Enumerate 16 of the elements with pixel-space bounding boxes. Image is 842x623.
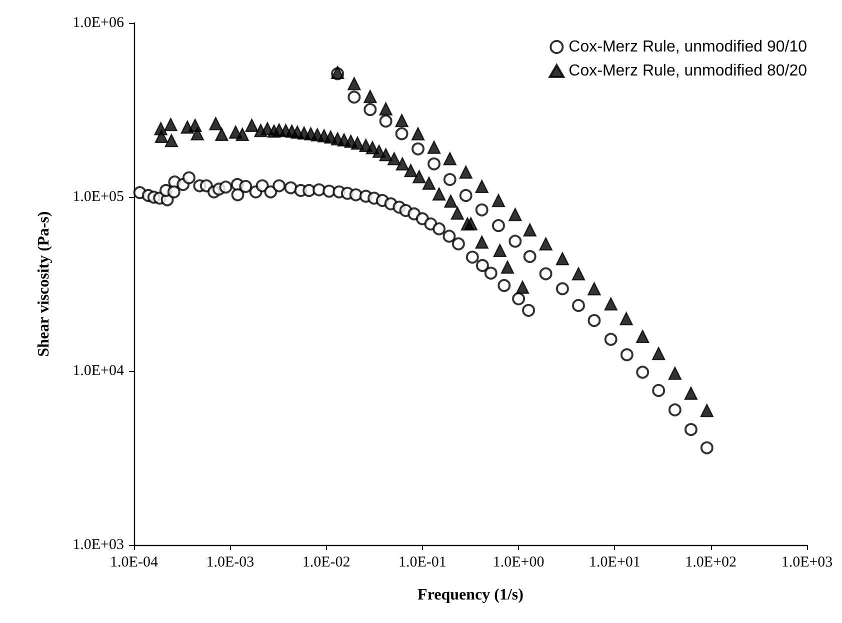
y-tick-label: 1.0E+04: [72, 363, 124, 379]
x-tick-label: 1.0E+00: [492, 554, 544, 570]
x-tick-label: 1.0E-02: [302, 554, 350, 570]
x-axis-title: Frequency (1/s): [418, 586, 524, 604]
x-tick-label: 1.0E+03: [781, 554, 833, 570]
y-tick-label: 1.0E+06: [72, 15, 124, 31]
legend-label: Cox-Merz Rule, unmodified 90/10: [568, 38, 808, 56]
x-tick-label: 1.0E-03: [206, 554, 254, 570]
x-tick-label: 1.0E-04: [110, 554, 158, 570]
y-tick-label: 1.0E+05: [72, 189, 124, 205]
x-tick-label: 1.0E+02: [685, 554, 737, 570]
y-tick-label: 1.0E+03: [72, 537, 124, 553]
x-tick-label: 1.0E+01: [589, 554, 640, 570]
x-tick-label: 1.0E-01: [398, 554, 446, 570]
legend-label: Cox-Merz Rule, unmodified 80/20: [568, 62, 808, 80]
y-axis-title: Shear viscosity (Pa-s): [36, 211, 52, 357]
